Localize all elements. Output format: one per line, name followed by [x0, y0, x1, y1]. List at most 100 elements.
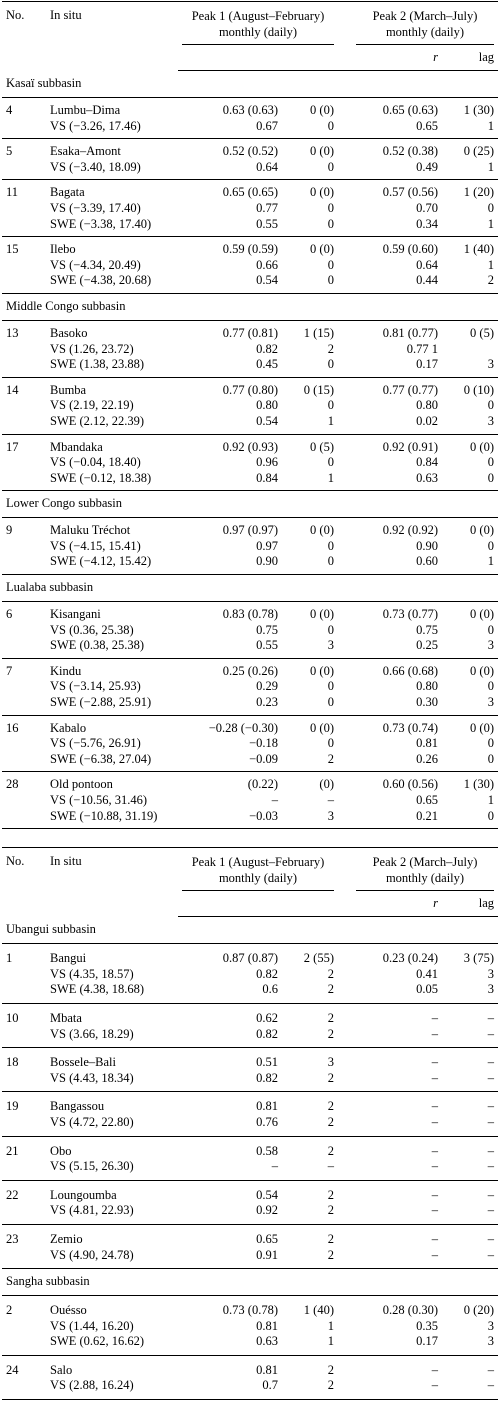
site: Basoko [50, 325, 88, 340]
peak1-r: 0.65 (0.65) [222, 185, 278, 200]
peak1-lag: 3 [327, 1055, 334, 1070]
peak1-lag: 2 [327, 1362, 334, 1377]
group: Lower Congo subbasin [2, 490, 498, 519]
peak1-lag: 2 [327, 1114, 334, 1129]
peak2-lag: 0 [487, 679, 494, 694]
group: Middle Congo subbasin [2, 293, 498, 321]
station-row: 24 Salo 0.81 2 – – [2, 1355, 498, 1378]
peak1-lag: 2 (55) [303, 951, 334, 966]
station-row: VS (1.26, 23.72) 0.82 2 0.77 1 [2, 342, 498, 358]
peak2-r: – [431, 1378, 438, 1393]
peak1-lag: 0 [327, 538, 334, 553]
station-row: VS (0.36, 25.38) 0.75 0 0.75 0 [2, 623, 498, 639]
peak1-lag: 2 [327, 1187, 334, 1202]
station: 7 Kindu 0.25 (0.26) 0 (0) 0.66 (0.68) 0 (0) VS… [2, 658, 498, 716]
peak2-lag: – [487, 1070, 494, 1085]
peak1-lag: 2 [327, 1070, 334, 1085]
peak1-r: 0.77 [256, 200, 278, 215]
station-row: 19 Bangassou 0.81 2 – – [2, 1092, 498, 1115]
station-row: VS (2.19, 22.19) 0.80 0 0.80 0 [2, 398, 498, 414]
peak2-lag: 3 [487, 357, 494, 372]
peak1-lag: 0 (15) [303, 382, 334, 397]
station: 10 Mbata 0.62 2– – VS (3.66, 18.29) 0.82 2– – [2, 1003, 498, 1048]
station-no: 15 [6, 242, 19, 257]
peak1-lag: 0 (0) [310, 720, 334, 735]
peak2-lag: 0 [487, 538, 494, 553]
peak1-lag: 0 (5) [310, 439, 334, 454]
site: VS (0.36, 25.38) [50, 622, 134, 637]
peak1-r: 0.90 [256, 554, 278, 569]
peak1-r: 0.84 [256, 470, 278, 485]
peak1-lag: 1 (15) [303, 325, 334, 340]
peak2-lag: – [487, 1187, 494, 1202]
peak1-r: 0.55 [256, 216, 278, 231]
peak2-lag: 1 [487, 793, 494, 807]
site: Obo [50, 1143, 72, 1158]
peak2-r: 0.90 [416, 538, 438, 553]
peak1-r: 0.75 [256, 622, 278, 637]
station-row: SWE (−0.12, 18.38) 0.84 1 0.63 0 [2, 471, 498, 491]
station-row: 16 Kabalo −0.28 (−0.30) 0 (0) 0.73 (0.74) 0 (… [2, 715, 498, 736]
peak2-lag: – [487, 1099, 494, 1114]
peak2-lag: – [487, 1026, 494, 1041]
peak1-r: 0.45 [256, 357, 278, 372]
station-row: VS (−4.15, 15.41) 0.97 0 0.90 0 [2, 539, 498, 555]
peak1-r: 0.92 [256, 1203, 278, 1218]
peak2-r: 0.26 [416, 751, 438, 766]
station-row: SWE (0.38, 25.38) 0.55 3 0.25 3 [2, 638, 498, 658]
site: VS (4.43, 18.34) [50, 1070, 134, 1085]
peak1-r: 0.81 [256, 1099, 278, 1114]
blank [178, 891, 282, 918]
peak2-r: 0.44 [416, 273, 438, 288]
blank [2, 982, 46, 1003]
peak1-r: −0.09 [249, 751, 278, 766]
blank [2, 119, 46, 139]
station-row: VS (4.35, 18.57) 0.82 2 0.41 3 [2, 967, 498, 983]
peak-label: Peak 2 (March–July) monthly (daily) [356, 854, 494, 892]
site: Zemio [50, 1231, 83, 1246]
peak2-lag: 0 [487, 470, 494, 485]
station: 16 Kabalo −0.28 (−0.30) 0 (0) 0.73 (0.74) 0 (… [2, 715, 498, 772]
group-title-row: Middle Congo subbasin [2, 293, 498, 321]
station-row: VS (4.81, 22.93) 0.92 2 – – [2, 1203, 498, 1224]
station-row: VS (4.90, 24.78) 0.91 2 – – [2, 1248, 498, 1269]
peak-line: Peak 1 (August–February) [191, 855, 325, 870]
peak2-r: 0.92 (0.91) [382, 439, 438, 454]
peak1-r: 0.62 [256, 1010, 278, 1025]
peak2-r: 0.80 [416, 398, 438, 413]
site: SWE (−10.88, 31.19) [50, 808, 158, 823]
peak2-lag: – [487, 1231, 494, 1246]
peak-label: Peak 1 (August–February) monthly (daily) [182, 8, 334, 45]
data-table: No. In situ Peak 1 (August–February) monthl… [2, 1, 498, 829]
station: 17 Mbandaka 0.92 (0.93) 0 (5) 0.92 (0.91) 0 (… [2, 434, 498, 491]
peak2-r: 0.52 (0.38) [382, 144, 438, 159]
peak1-r: 0.83 (0.78) [222, 607, 278, 622]
peak2-r: – [431, 1099, 438, 1114]
peak2-r: – [431, 1143, 438, 1158]
peak2-lag: 2 [487, 273, 494, 288]
peak2-lag: 0 (0) [470, 523, 494, 538]
blank [2, 793, 46, 809]
peak2-lag: 0 [487, 736, 494, 751]
site: SWE (1.38, 23.88) [50, 357, 145, 372]
blank [2, 1319, 46, 1335]
station-row: SWE (−4.12, 15.42) 0.90 0 0.60 1 [2, 554, 498, 574]
peak1-r: 0.54 [256, 413, 278, 428]
site: SWE (−3.38, 17.40) [50, 216, 152, 231]
peak2-r: – [431, 1203, 438, 1218]
peak1-r: 0.82 [256, 341, 278, 356]
header-in-situ: In situ [46, 847, 178, 917]
station-no: 16 [6, 720, 19, 735]
peak1-lag: – [327, 1159, 334, 1174]
peak2-r: – [431, 1055, 438, 1070]
peak2-lag: – [487, 1203, 494, 1218]
site: SWE (4.38, 18.68) [50, 982, 145, 997]
peak1-lag: – [327, 793, 334, 807]
peak1-r: 0.29 [256, 679, 278, 694]
peak1-r: 0.91 [256, 1247, 278, 1262]
peak1-lag: 0 [327, 257, 334, 272]
station-no: 4 [6, 103, 13, 117]
station-row: 11 Bagata 0.65 (0.65) 0 (0) 0.57 (0.56) 1 (20… [2, 180, 498, 201]
peak2-lag: – [487, 1143, 494, 1158]
peak2-r: 0.17 [416, 357, 438, 372]
